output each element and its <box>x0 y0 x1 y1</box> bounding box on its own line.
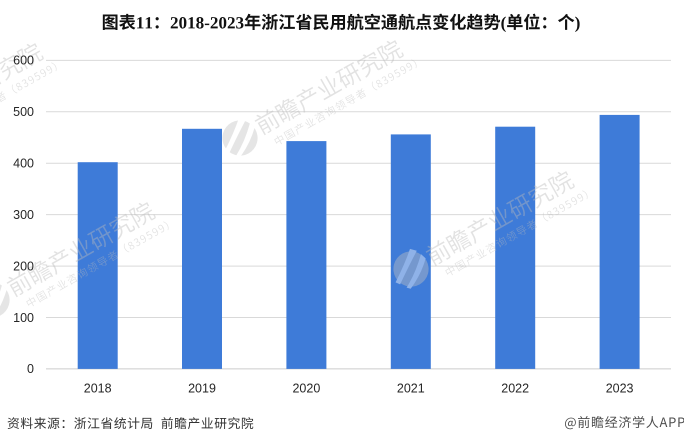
svg-text:600: 600 <box>13 54 34 68</box>
svg-text:200: 200 <box>13 259 34 273</box>
svg-text:2018: 2018 <box>84 381 112 395</box>
svg-text:2021: 2021 <box>397 381 425 395</box>
svg-text:300: 300 <box>13 208 34 222</box>
svg-text:2022: 2022 <box>501 381 529 395</box>
svg-text:400: 400 <box>13 157 34 171</box>
svg-text:2023: 2023 <box>606 381 634 395</box>
svg-text:0: 0 <box>27 362 34 376</box>
svg-text:500: 500 <box>13 105 34 119</box>
svg-text:2019: 2019 <box>188 381 216 395</box>
svg-text:100: 100 <box>13 311 34 325</box>
svg-text:2020: 2020 <box>292 381 320 395</box>
